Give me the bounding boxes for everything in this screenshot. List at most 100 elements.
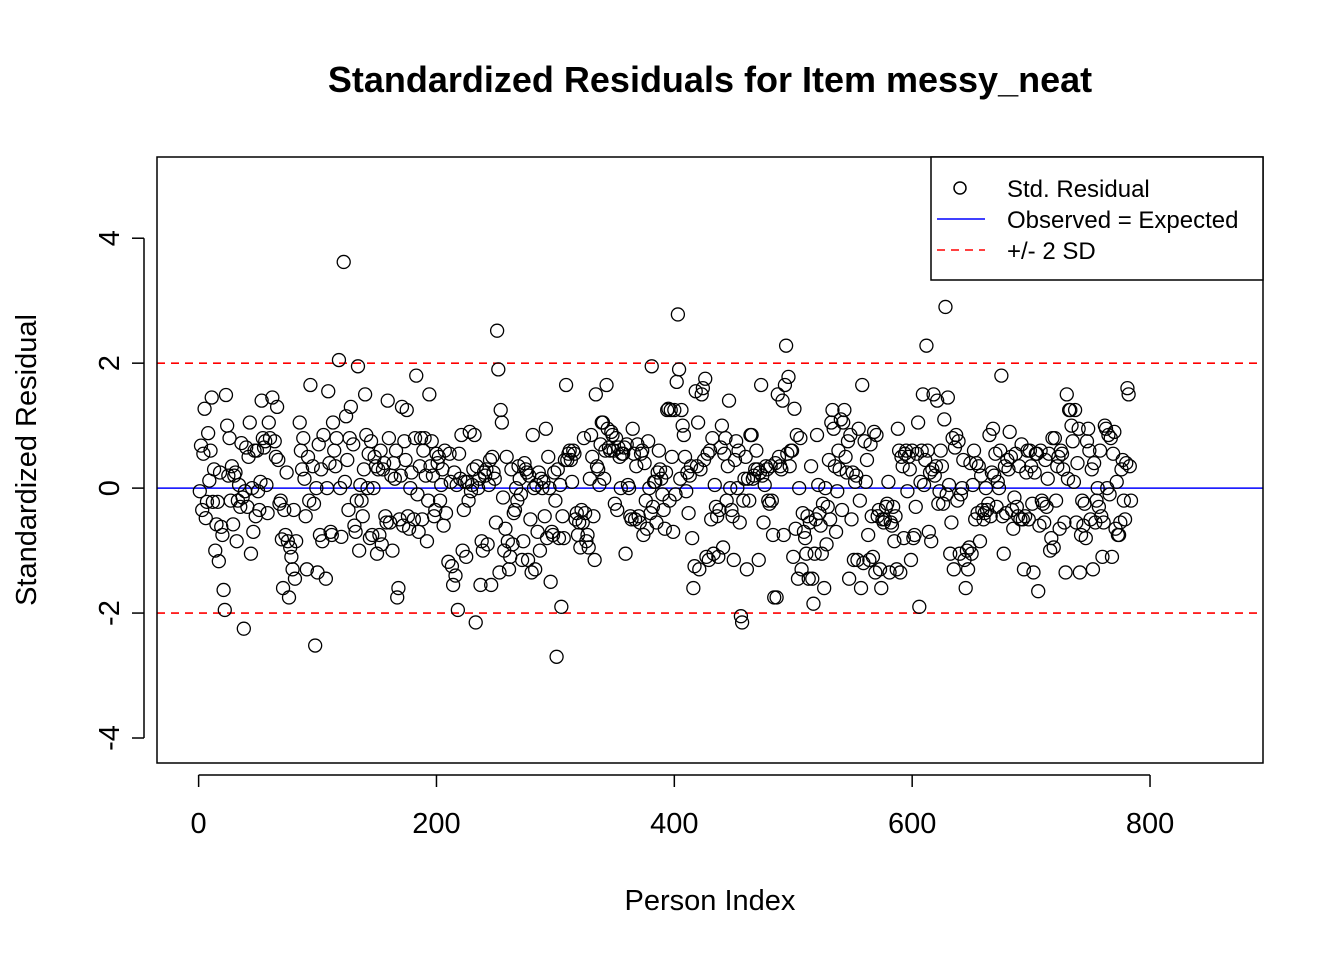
data-point <box>924 534 939 549</box>
data-point <box>234 435 249 451</box>
data-point <box>775 393 790 408</box>
data-point <box>541 449 556 465</box>
data-point <box>971 459 986 474</box>
y-axis: -4 -2 0 2 4 <box>94 230 145 751</box>
data-point <box>1002 424 1017 440</box>
data-point <box>882 565 897 580</box>
data-point <box>409 368 424 383</box>
data-point <box>554 599 569 614</box>
data-point <box>221 468 236 483</box>
data-point <box>548 493 563 508</box>
data-point <box>794 562 809 577</box>
data-point <box>285 562 300 577</box>
data-point <box>300 449 316 465</box>
data-point <box>258 434 273 449</box>
data-point <box>391 580 406 596</box>
data-point <box>555 509 570 524</box>
data-point <box>683 459 699 474</box>
data-point <box>694 387 709 402</box>
data-point <box>960 562 976 577</box>
data-point <box>862 552 877 568</box>
data-point <box>679 484 694 499</box>
data-point <box>1021 512 1036 527</box>
data-point <box>394 399 410 415</box>
data-point <box>197 401 212 416</box>
data-point <box>1065 434 1080 449</box>
data-point <box>311 437 326 452</box>
data-point <box>744 427 759 443</box>
data-point <box>708 499 724 515</box>
data-point <box>533 471 549 486</box>
data-point <box>645 499 661 515</box>
y-axis-label: Standardized Residual <box>11 314 43 606</box>
data-point <box>841 571 857 586</box>
data-point <box>927 468 942 483</box>
data-point <box>514 552 530 568</box>
data-point <box>988 446 1003 461</box>
data-point <box>889 562 904 577</box>
data-point <box>937 412 952 427</box>
data-point <box>369 546 385 561</box>
data-point <box>363 434 379 449</box>
data-point <box>610 502 625 518</box>
data-point <box>935 496 951 511</box>
y-tick-label: 0 <box>94 480 126 496</box>
data-point <box>424 434 439 449</box>
data-point <box>1069 515 1084 530</box>
data-point <box>192 484 207 499</box>
data-point <box>629 459 644 474</box>
data-point <box>822 512 838 527</box>
data-point <box>558 377 574 393</box>
data-point <box>934 459 950 474</box>
data-point <box>450 602 466 618</box>
data-point <box>1057 515 1072 530</box>
data-point <box>840 434 856 449</box>
data-point <box>811 477 826 493</box>
data-point <box>707 477 722 493</box>
data-point <box>577 505 593 521</box>
data-point <box>537 509 552 524</box>
data-point <box>778 338 794 353</box>
data-point <box>776 527 791 543</box>
data-point <box>1107 424 1122 440</box>
data-point <box>492 565 507 580</box>
data-point <box>1018 509 1033 524</box>
data-point <box>670 307 686 322</box>
data-point <box>951 434 966 449</box>
data-point <box>277 502 292 518</box>
data-point <box>581 540 596 555</box>
data-point <box>940 390 955 405</box>
data-point <box>281 590 297 605</box>
data-point <box>524 565 539 580</box>
data-point <box>532 543 548 558</box>
data-point <box>1113 515 1128 530</box>
data-point <box>252 502 267 518</box>
data-point <box>495 490 511 505</box>
data-point <box>619 437 634 452</box>
data-point <box>993 443 1008 458</box>
data-point <box>845 465 860 480</box>
data-point <box>398 452 413 468</box>
data-point <box>390 590 405 605</box>
data-point <box>441 554 456 569</box>
data-point <box>296 430 311 446</box>
data-point <box>994 368 1009 383</box>
data-point <box>341 502 356 518</box>
data-point <box>346 437 361 452</box>
data-point <box>896 530 911 546</box>
data-point <box>782 459 797 474</box>
data-point <box>827 459 843 474</box>
x-axis: 0 200 400 600 800 <box>191 774 1174 840</box>
data-point <box>360 480 375 496</box>
data-point <box>233 499 248 515</box>
data-point <box>401 521 417 536</box>
data-point <box>262 430 278 446</box>
data-point <box>229 534 244 549</box>
data-point <box>1116 493 1132 508</box>
data-point <box>347 518 362 533</box>
data-point <box>222 430 237 446</box>
data-point <box>1081 421 1096 436</box>
data-point <box>494 415 510 430</box>
data-point <box>777 377 793 393</box>
data-point <box>299 562 315 577</box>
